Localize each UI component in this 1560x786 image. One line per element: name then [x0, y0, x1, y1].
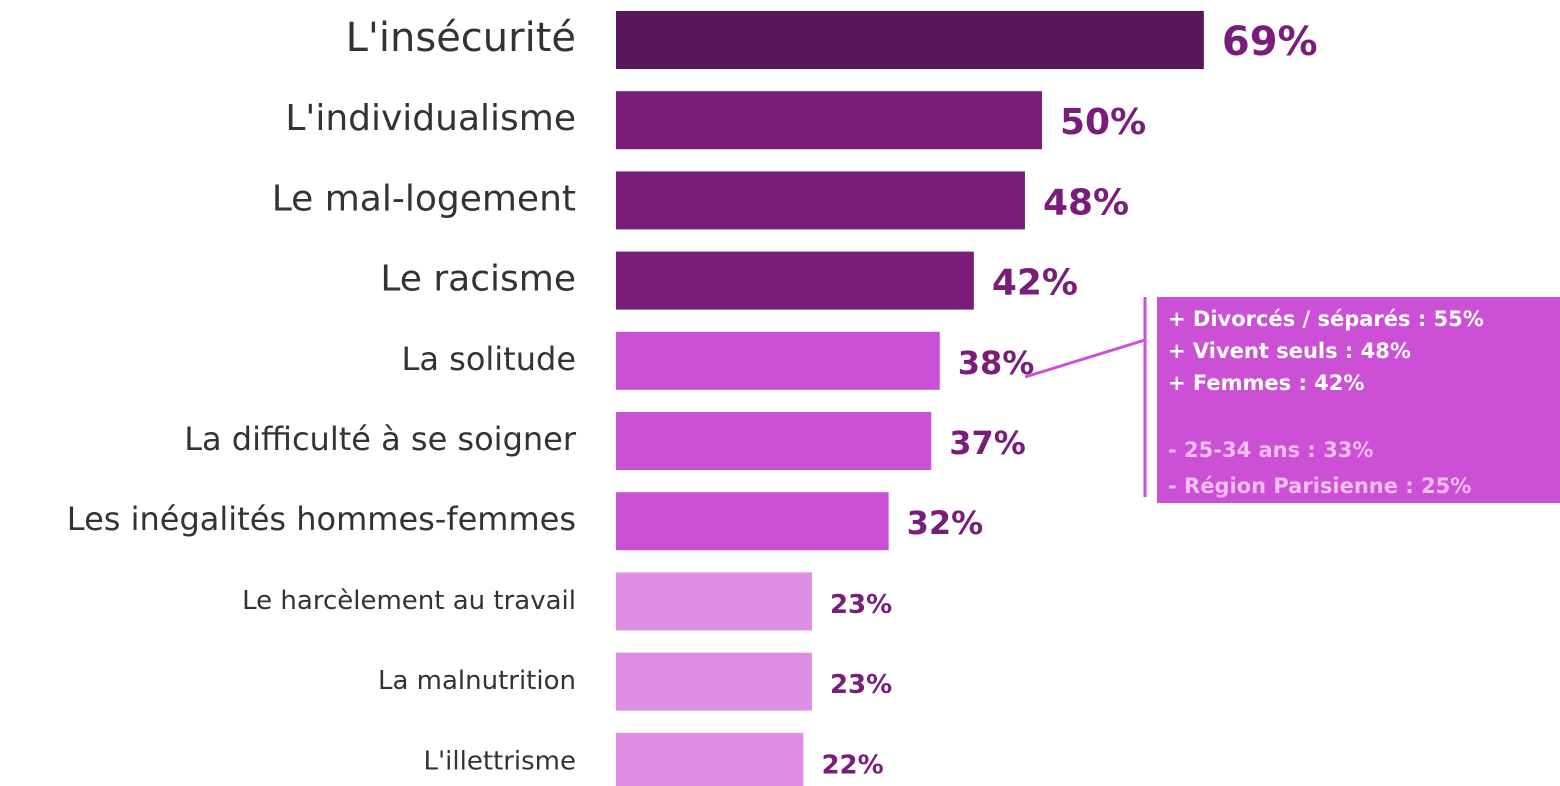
category-label: Le racisme — [380, 259, 576, 300]
value-label: 69% — [1222, 19, 1318, 65]
category-label: L'insécurité — [346, 15, 576, 61]
annotation-line: + Vivent seuls : 48% — [1168, 339, 1411, 363]
bar — [616, 412, 932, 470]
category-label: L'illettrisme — [424, 746, 576, 776]
annotation-line: - 25-34 ans : 33% — [1168, 438, 1373, 462]
value-label: 50% — [1060, 102, 1146, 143]
bar — [616, 251, 974, 310]
value-label: 23% — [830, 670, 892, 700]
value-label: 32% — [907, 504, 984, 542]
category-label: La difficulté à se soigner — [184, 420, 577, 458]
category-label: Les inégalités hommes-femmes — [67, 500, 576, 538]
value-label: 48% — [1043, 182, 1129, 223]
annotation-line: + Femmes : 42% — [1168, 371, 1364, 395]
bar — [616, 11, 1204, 69]
value-label: 23% — [830, 590, 892, 620]
annotation-line: + Divorcés / séparés : 55% — [1168, 307, 1484, 331]
bar — [616, 331, 940, 390]
value-label: 22% — [821, 750, 883, 780]
category-label: La solitude — [402, 340, 576, 378]
bar — [616, 732, 804, 786]
annotation-line: - Région Parisienne : 25% — [1168, 474, 1471, 498]
connector — [1024, 338, 1146, 379]
bar — [616, 91, 1042, 150]
category-label: La malnutrition — [378, 666, 576, 696]
value-label: 37% — [949, 424, 1026, 462]
value-label: 38% — [958, 344, 1035, 382]
value-label: 42% — [992, 263, 1078, 304]
bar — [616, 171, 1025, 230]
bar — [616, 572, 812, 631]
annotation-box — [1157, 297, 1560, 503]
bar — [616, 652, 812, 711]
category-label: Le harcèlement au travail — [242, 586, 576, 616]
category-label: Le mal-logement — [272, 178, 576, 219]
category-label: L'individualisme — [285, 98, 576, 139]
bar — [616, 492, 889, 551]
